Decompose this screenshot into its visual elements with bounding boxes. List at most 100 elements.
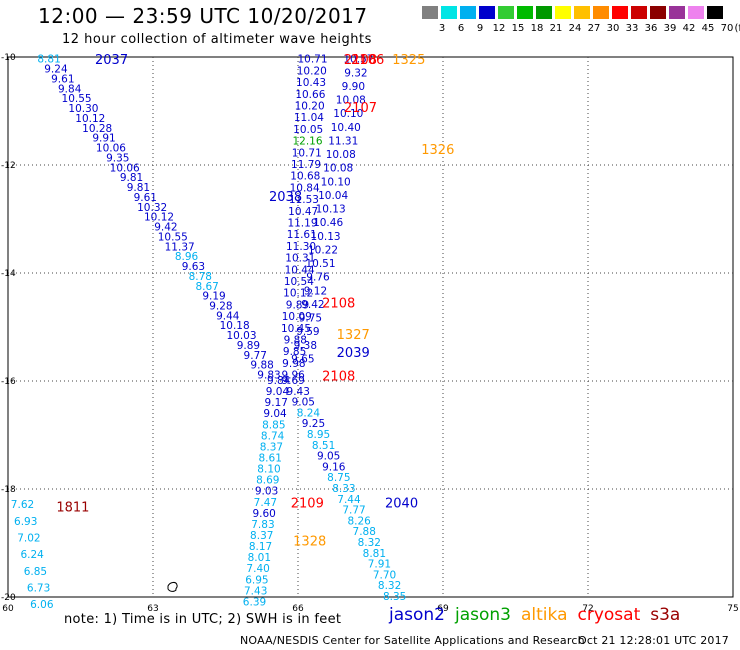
pass-label: 1328 xyxy=(293,534,326,549)
wave-height-value: 9.75 xyxy=(299,313,322,325)
wave-height-value: 11.31 xyxy=(328,135,358,147)
x-tick-label: 69 xyxy=(437,604,449,614)
wave-height-value: 9.63 xyxy=(182,261,205,273)
wave-height-value: 8.74 xyxy=(261,430,285,442)
wave-height-value: 10.40 xyxy=(331,122,361,134)
wave-height-value: 9.04 xyxy=(266,386,290,398)
wave-height-value: 9.81 xyxy=(120,172,143,184)
pass-label: 1327 xyxy=(337,328,370,343)
wave-height-value: 8.81 xyxy=(363,548,386,560)
pass-label: 1326 xyxy=(421,143,454,158)
wave-height-value: 10.03 xyxy=(226,330,256,342)
wave-height-value: 8.85 xyxy=(262,419,285,431)
wave-height-value: 7.02 xyxy=(17,533,40,545)
wave-height-value: 9.04 xyxy=(263,408,287,420)
wave-height-value: 10.08 xyxy=(326,149,356,161)
color-swatch xyxy=(650,6,666,19)
wave-height-value: 7.91 xyxy=(368,559,391,571)
wave-height-value: 10.55 xyxy=(158,231,188,243)
pass-label: 2039 xyxy=(337,346,370,361)
wave-height-value: 10.84 xyxy=(290,182,320,194)
pass-label: 2107 xyxy=(344,101,377,116)
wave-height-value: 10.71 xyxy=(292,147,322,159)
color-scale-tick: 15 xyxy=(511,23,525,34)
pass-label: 2108 xyxy=(344,53,377,68)
y-tick-label: -14 xyxy=(1,269,16,279)
wave-height-value: 8.10 xyxy=(257,464,280,476)
wave-height-value: 10.12 xyxy=(75,113,105,125)
wave-height-value: 9.65 xyxy=(291,353,314,365)
wave-height-value: 9.59 xyxy=(296,326,319,338)
wave-height-value: 6.39 xyxy=(243,596,266,608)
color-scale-tick: 18 xyxy=(530,23,544,34)
wave-height-value: 9.88 xyxy=(284,335,307,347)
map-title: 12:00 — 23:59 UTC 10/20/2017 xyxy=(38,4,368,28)
wave-height-value: 9.83 xyxy=(257,370,280,382)
wave-height-value: 7.47 xyxy=(254,497,277,509)
wave-height-value: 9.61 xyxy=(51,73,74,85)
wave-height-value: 9.76 xyxy=(306,272,330,284)
wave-height-value: 10.10 xyxy=(333,108,363,120)
wave-height-value: 10.45 xyxy=(281,323,311,335)
color-swatch xyxy=(441,6,457,19)
wave-height-value: 11.79 xyxy=(291,159,321,171)
legend-s3a: s3a xyxy=(650,605,681,625)
wave-height-value: 10.43 xyxy=(296,77,326,89)
y-tick-label: -20 xyxy=(1,593,16,603)
pass-label: 1811 xyxy=(56,500,89,515)
wave-height-value: 10.54 xyxy=(284,276,314,288)
wave-height-value: 9.90 xyxy=(342,81,365,93)
wave-height-value: 9.42 xyxy=(154,222,177,234)
wave-height-value: 8.33 xyxy=(332,483,355,495)
wave-height-value: 10.22 xyxy=(308,244,338,256)
pass-label: 2040 xyxy=(385,497,418,512)
color-scale-tick: 6 xyxy=(457,23,465,34)
color-swatch xyxy=(593,6,609,19)
wave-height-value: 9.28 xyxy=(209,300,232,312)
wave-height-value: 10.68 xyxy=(290,171,320,183)
wave-height-value: 10.30 xyxy=(68,103,98,115)
wave-height-value: 8.69 xyxy=(256,475,279,487)
wave-height-value: 8.51 xyxy=(312,440,335,452)
wave-height-value: 10.55 xyxy=(62,93,92,105)
wave-height-value: 6.73 xyxy=(27,582,50,594)
color-scale-tick: 12 xyxy=(492,23,506,34)
wave-height-value: 10.32 xyxy=(137,202,167,214)
wave-height-value: 8.32 xyxy=(378,580,401,592)
wave-height-value: 10.06 xyxy=(110,162,140,174)
color-scale-tick: 45 xyxy=(701,23,715,34)
pass-label: 2106 xyxy=(351,53,384,68)
color-scale-tick: 36 xyxy=(644,23,658,34)
wave-height-value: 9.89 xyxy=(237,340,260,352)
wave-height-value: 9.96 xyxy=(281,370,305,382)
wave-height-value: 8.81 xyxy=(37,54,60,66)
wave-height-value: 10.06 xyxy=(96,143,126,155)
wave-height-value: 8.78 xyxy=(189,271,212,283)
color-swatch xyxy=(479,6,495,19)
y-tick-label: -10 xyxy=(1,53,16,63)
wave-height-value: 10.13 xyxy=(311,231,341,243)
wave-height-value: 10.20 xyxy=(297,65,327,77)
wave-height-value: 7.44 xyxy=(337,494,361,506)
wave-height-value: 10.28 xyxy=(82,123,112,135)
color-scale-tick: 27 xyxy=(587,23,601,34)
wave-height-value: 10.31 xyxy=(285,253,315,265)
island-outline xyxy=(167,582,178,592)
wave-height-value: 6.24 xyxy=(20,549,44,561)
wave-height-value: 8.75 xyxy=(327,472,350,484)
color-scale-tick: 3 xyxy=(438,23,446,34)
color-scale-tick: 9 xyxy=(476,23,484,34)
wave-height-value: 11.53 xyxy=(289,194,319,206)
wave-height-value: 10.44 xyxy=(285,264,315,276)
wave-height-value: 9.88 xyxy=(250,360,273,372)
wave-height-value: 7.77 xyxy=(342,505,365,517)
wave-height-value: 10.13 xyxy=(316,204,346,216)
color-swatch xyxy=(422,6,438,19)
color-scale-unit: (ft) xyxy=(734,23,740,34)
wave-height-value: 9.05 xyxy=(292,397,315,409)
map-frame xyxy=(7,56,734,598)
wave-height-value: 11.04 xyxy=(294,112,324,124)
pass-label: 2109 xyxy=(291,497,324,512)
wave-height-value: 9.12 xyxy=(304,285,327,297)
wave-height-value: 9.38 xyxy=(294,340,317,352)
